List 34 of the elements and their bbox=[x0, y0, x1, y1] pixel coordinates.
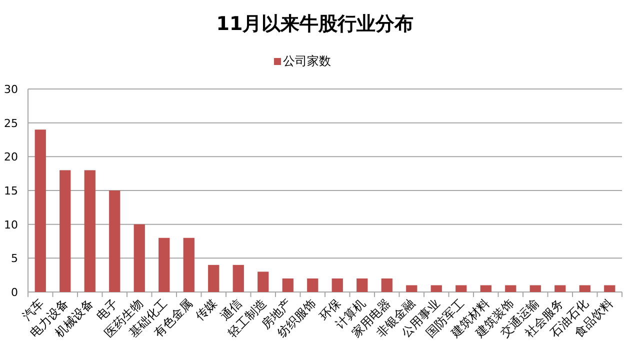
bar bbox=[134, 224, 145, 292]
bar bbox=[505, 285, 516, 292]
bar bbox=[109, 190, 120, 292]
bar bbox=[34, 130, 46, 292]
x-tick-label: 传媒 bbox=[192, 296, 220, 324]
bar bbox=[84, 170, 96, 292]
y-tick-label: 30 bbox=[4, 83, 18, 96]
bar bbox=[158, 238, 170, 292]
bar bbox=[430, 285, 442, 292]
bar bbox=[604, 285, 616, 292]
bar bbox=[258, 272, 269, 292]
bar bbox=[183, 238, 194, 292]
bar bbox=[232, 264, 244, 292]
y-tick-label: 15 bbox=[4, 184, 18, 198]
bar bbox=[356, 278, 368, 292]
bar bbox=[381, 278, 392, 292]
y-tick-label: 0 bbox=[11, 286, 18, 299]
bar bbox=[282, 278, 294, 292]
bar bbox=[208, 264, 220, 292]
y-tick-label: 20 bbox=[4, 150, 18, 164]
bar bbox=[554, 285, 566, 292]
legend-label: 公司家数 bbox=[283, 54, 331, 68]
bar bbox=[406, 285, 418, 292]
chart-title: 11月以来牛股行业分布 bbox=[216, 13, 414, 35]
bar bbox=[480, 285, 492, 292]
y-tick-label: 5 bbox=[11, 252, 18, 266]
bar bbox=[60, 170, 71, 292]
bar bbox=[530, 285, 541, 292]
y-tick-label: 10 bbox=[4, 218, 18, 232]
bar bbox=[307, 278, 318, 292]
bar bbox=[579, 285, 590, 292]
y-tick-label: 25 bbox=[4, 116, 18, 130]
bar bbox=[332, 278, 343, 292]
bar bbox=[456, 285, 467, 292]
